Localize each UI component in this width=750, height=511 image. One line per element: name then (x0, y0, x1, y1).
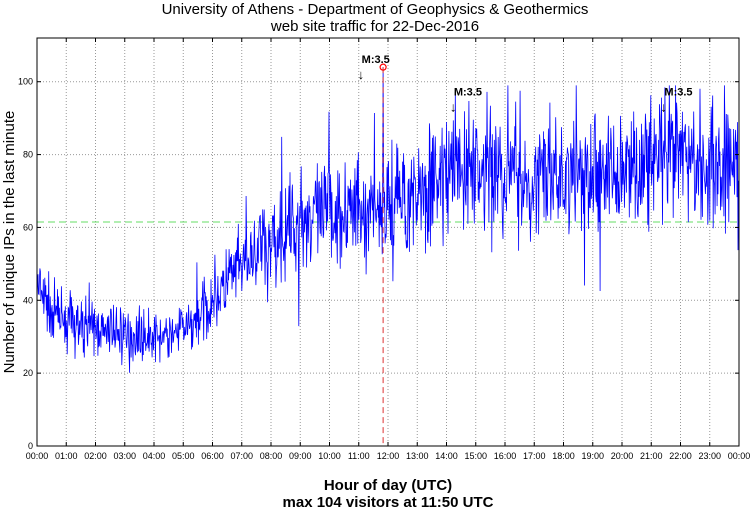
x-tick-label: 15:00 (464, 451, 487, 461)
x-tick-label: 02:00 (84, 451, 107, 461)
x-tick-label: 00:00 (26, 451, 49, 461)
down-arrow-icon: ↓ (358, 67, 365, 82)
y-tick-label: 0 (28, 441, 33, 451)
x-tick-label: 21:00 (640, 451, 663, 461)
y-tick-label: 100 (18, 77, 33, 87)
x-tick-label: 01:00 (55, 451, 78, 461)
x-tick-label: 14:00 (435, 451, 458, 461)
x-tick-label: 10:00 (318, 451, 341, 461)
down-arrow-icon: ↓ (660, 100, 667, 115)
y-tick-label: 20 (23, 368, 33, 378)
x-tick-label: 00:00 (728, 451, 750, 461)
x-tick-label: 09:00 (289, 451, 312, 461)
plot-frame (36, 37, 740, 447)
y-axis-label: Number of unique IPs in the last minute (1, 111, 18, 374)
earthquake-annotation-label: M:3.5 (664, 87, 692, 99)
x-tick-label: 12:00 (377, 451, 400, 461)
x-tick-label: 22:00 (669, 451, 692, 461)
y-tick-label: 60 (23, 222, 33, 232)
x-tick-label: 06:00 (201, 451, 224, 461)
x-axis-label: Hour of day (UTC) (324, 477, 452, 494)
down-arrow-icon: ↓ (450, 100, 457, 115)
x-tick-label: 07:00 (230, 451, 253, 461)
x-tick-label: 18:00 (552, 451, 575, 461)
x-tick-label: 03:00 (113, 451, 136, 461)
chart-subtitle: web site traffic for 22-Dec-2016 (270, 18, 479, 35)
traffic-series-line (36, 67, 739, 373)
x-tick-label: 05:00 (172, 451, 195, 461)
x-tick-label: 19:00 (581, 451, 604, 461)
y-tick-label: 40 (23, 295, 33, 305)
x-tick-label: 13:00 (406, 451, 429, 461)
chart-title: University of Athens - Department of Geo… (162, 1, 589, 18)
earthquake-annotation-label: M:3.5 (454, 87, 482, 99)
x-axis-sublabel: max 104 visitors at 11:50 UTC (283, 494, 494, 511)
y-tick-label: 80 (23, 150, 33, 160)
x-tick-label: 04:00 (143, 451, 166, 461)
x-tick-label: 08:00 (260, 451, 283, 461)
x-tick-label: 17:00 (523, 451, 546, 461)
earthquake-annotation-label: M:3.5 (362, 54, 390, 66)
x-tick-label: 23:00 (698, 451, 721, 461)
x-tick-label: 20:00 (611, 451, 634, 461)
max-marker (379, 63, 387, 71)
x-tick-label: 11:00 (348, 451, 370, 461)
x-tick-label: 16:00 (494, 451, 517, 461)
